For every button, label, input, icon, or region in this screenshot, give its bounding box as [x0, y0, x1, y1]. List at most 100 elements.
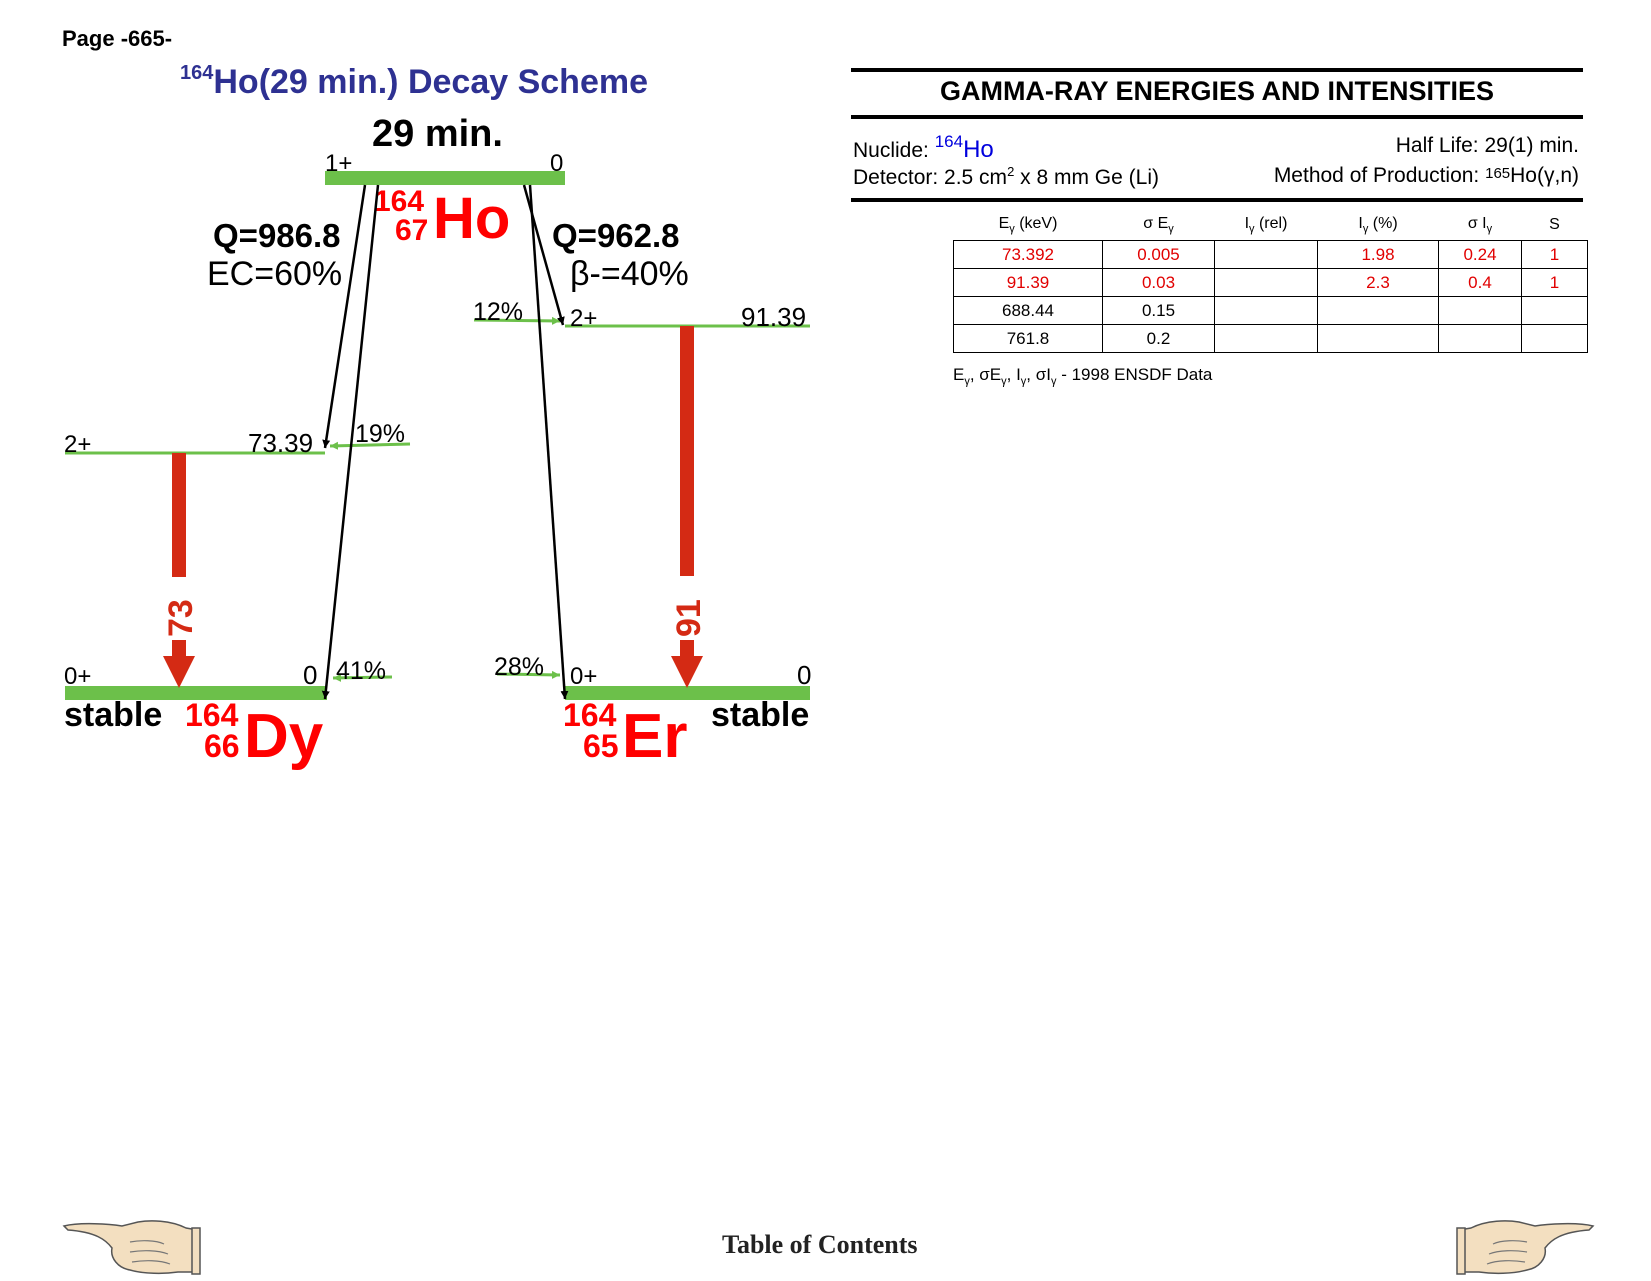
cell: 0.005: [1102, 240, 1215, 269]
er-ground-feed: 28%: [494, 653, 544, 681]
cell: 688.44: [953, 296, 1103, 325]
cell: 0.15: [1102, 296, 1215, 325]
detector-sup: 2: [1007, 164, 1015, 179]
dy-ground-spin: 0+: [64, 663, 91, 690]
er-mass: 164: [563, 697, 617, 733]
cell: 1: [1521, 240, 1588, 269]
cell: 1.98: [1317, 240, 1439, 269]
cell: [1317, 296, 1439, 325]
cell: [1214, 240, 1318, 269]
table-footnote: Eγ, σEγ, Iγ, σIγ - 1998 ENSDF Data: [953, 365, 1212, 387]
dy-excited-spin: 2+: [64, 431, 91, 458]
cell: 0.03: [1102, 268, 1215, 297]
scheme-title: 164Ho(29 min.) Decay Scheme: [180, 62, 648, 102]
parent-z: 67: [395, 214, 428, 247]
cell: 0.2: [1102, 324, 1215, 353]
cell: [1438, 296, 1522, 325]
ec-transition-to-excited: [322, 184, 367, 449]
production-info: Method of Production: 165Ho(γ,n): [1274, 164, 1579, 188]
dy-ground-level: [65, 686, 327, 700]
col-intensity-rel: Iγ (rel): [1244, 214, 1288, 236]
cell: [1521, 296, 1588, 325]
footnote-symbols: Eγ, σEγ, Iγ, σIγ: [953, 365, 1057, 388]
beta-transition-to-excited: [522, 184, 565, 326]
cell: 761.8: [953, 324, 1103, 353]
nuclide-symbol: Ho: [963, 136, 994, 163]
dy-ground-feed: 41%: [336, 657, 386, 685]
er-excited-energy: 91.39: [741, 302, 806, 332]
ec-branch-label: EC=60%: [207, 255, 342, 293]
dy-ground-feed-arrow: [332, 673, 393, 682]
er-gamma-shaft-lower: [680, 640, 694, 656]
dy-excited-energy: 73.39: [248, 428, 313, 458]
footnote-text: - 1998 ENSDF Data: [1056, 365, 1213, 384]
dy-mass: 164: [185, 697, 239, 733]
er-excited-spin: 2+: [570, 305, 597, 332]
table-of-contents-link[interactable]: Table of Contents: [722, 1230, 918, 1259]
pointing-hand-left-icon: [62, 1220, 201, 1275]
dy-stable-label: stable: [64, 696, 162, 734]
table-row: 73.392 0.005 1.98 0.24 1: [953, 240, 1588, 269]
nuclide-info: Nuclide: 164Ho: [853, 132, 994, 164]
half-life-large: 29 min.: [372, 113, 503, 155]
detector-rest: x 8 mm Ge (Li): [1014, 166, 1159, 189]
dy-gamma-shaft-lower: [172, 640, 186, 656]
col-s: S: [1549, 216, 1560, 233]
dy-gamma-label: 73: [162, 599, 200, 637]
panel-info-rule: [851, 198, 1583, 202]
dy-symbol: Dy: [244, 702, 324, 771]
cell: 91.39: [953, 268, 1103, 297]
dy-gamma-shaft: [172, 453, 186, 577]
cell: [1521, 324, 1588, 353]
col-energy: Eγ (keV): [998, 214, 1058, 236]
parent-level: [325, 171, 565, 185]
table-row: 688.44 0.15: [953, 296, 1588, 325]
col-energy-error: σ Eγ: [1143, 214, 1174, 236]
scheme-title-mass: 164: [180, 62, 214, 84]
er-gamma-arrowhead: [671, 656, 703, 688]
detector-label: Detector: 2.5 cm: [853, 166, 1008, 189]
previous-page-button[interactable]: [60, 1218, 202, 1281]
cell: 0.24: [1438, 240, 1522, 269]
production-reaction: Ho(γ,n): [1510, 164, 1579, 187]
beta-q-value: Q=962.8: [552, 217, 680, 254]
panel-title: GAMMA-RAY ENERGIES AND INTENSITIES: [939, 76, 1495, 106]
nuclide-value: 164Ho: [935, 132, 994, 163]
col-intensity-error: σ Iγ: [1467, 214, 1493, 236]
er-ground-spin: 0+: [570, 663, 597, 690]
er-z: 65: [583, 728, 619, 764]
dy-excited-feed-arrow: [329, 441, 411, 450]
cell: 73.392: [953, 240, 1103, 269]
er-symbol: Er: [622, 702, 687, 771]
production-label: Method of Production:: [1273, 164, 1486, 187]
er-ground-energy: 0: [797, 660, 811, 690]
beta-branch-label: β-=40%: [570, 255, 689, 293]
next-page-button[interactable]: [1455, 1218, 1597, 1281]
col-intensity-pct: Iγ (%): [1358, 214, 1398, 236]
half-life-info: Half Life: 29(1) min.: [1395, 134, 1579, 157]
cell: [1438, 324, 1522, 353]
cell: [1214, 324, 1318, 353]
table-row: 761.8 0.2: [953, 324, 1588, 353]
ec-transition-to-ground: [321, 184, 380, 700]
beta-transition-to-ground: [528, 184, 569, 700]
er-excited-feed-arrow: [473, 316, 561, 325]
nuclide-mass: 164: [934, 132, 964, 151]
decay-scheme-diagram: 1+ 0 29 min. 164 67 Ho Q=986.8 EC=60% Q=…: [64, 113, 811, 771]
dy-excited-feed: 19%: [355, 420, 405, 448]
dy-z: 66: [204, 728, 240, 764]
table-row: 91.39 0.03 2.3 0.4 1: [953, 268, 1588, 297]
er-excited-feed: 12%: [473, 298, 523, 326]
panel-top-rule: [851, 68, 1583, 72]
ec-q-value: Q=986.8: [213, 217, 341, 254]
parent-mass: 164: [374, 185, 424, 218]
cell: 2.3: [1317, 268, 1439, 297]
parent-spin: 1+: [325, 150, 352, 177]
page-label: Page -665-: [62, 26, 173, 51]
scheme-title-text: Ho(29 min.) Decay Scheme: [213, 63, 648, 101]
nuclide-label: Nuclide:: [853, 139, 929, 162]
production-mass: 165: [1485, 165, 1511, 182]
pointing-hand-right-icon: [1456, 1220, 1595, 1275]
cell: 1: [1521, 268, 1588, 297]
panel-title-rule: [851, 115, 1583, 119]
